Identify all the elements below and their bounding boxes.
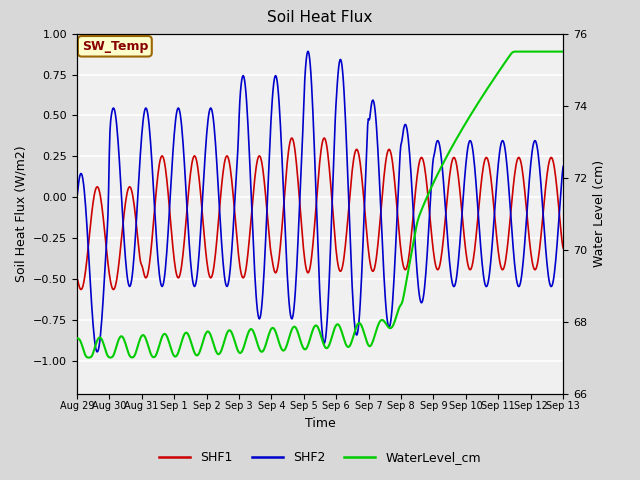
Legend: SHF1, SHF2, WaterLevel_cm: SHF1, SHF2, WaterLevel_cm: [154, 446, 486, 469]
Text: Soil Heat Flux: Soil Heat Flux: [268, 10, 372, 24]
Y-axis label: Water Level (cm): Water Level (cm): [593, 160, 605, 267]
Y-axis label: Soil Heat Flux (W/m2): Soil Heat Flux (W/m2): [14, 145, 28, 282]
X-axis label: Time: Time: [305, 417, 335, 430]
Text: SW_Temp: SW_Temp: [82, 40, 148, 53]
